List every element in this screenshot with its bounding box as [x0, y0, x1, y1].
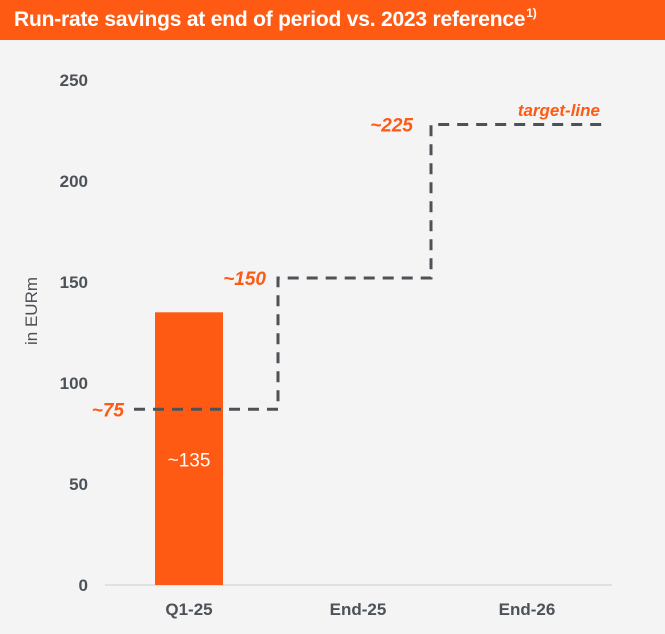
y-tick-label: 50 [69, 475, 88, 494]
y-tick-label: 200 [60, 172, 88, 191]
bar-value-label: ~135 [168, 451, 211, 472]
x-tick-label: End-26 [499, 600, 556, 619]
chart-header: Run-rate savings at end of period vs. 20… [0, 0, 665, 40]
target-step-label: ~150 [223, 269, 266, 290]
y-axis-label: in EURm [22, 277, 41, 345]
target-step-label: ~225 [370, 115, 413, 136]
y-tick-label: 0 [79, 576, 88, 595]
target-step-label: ~75 [92, 400, 125, 421]
bars: ~135 [155, 312, 223, 585]
bar [155, 312, 223, 585]
x-axis-ticks: Q1-25 End-25 End-26 [165, 600, 555, 619]
y-tick-label: 150 [60, 273, 88, 292]
y-tick-label: 250 [60, 71, 88, 90]
title-footnote-marker: 1) [526, 6, 537, 20]
x-tick-label: End-25 [330, 600, 387, 619]
chart-title: Run-rate savings at end of period vs. 20… [14, 6, 537, 32]
x-tick-label: Q1-25 [165, 600, 212, 619]
savings-chart: 0 50 100 150 200 250 in EURm ~135 ~75 ~150 ~225… [22, 71, 612, 619]
target-line-label: target-line [518, 101, 600, 120]
y-axis-ticks: 0 50 100 150 200 250 [60, 71, 88, 595]
target-line-path [134, 122, 602, 411]
y-tick-label: 100 [60, 374, 88, 393]
chart-title-text: Run-rate savings at end of period vs. 20… [14, 8, 526, 31]
target-step-labels: ~75 ~150 ~225 [92, 115, 414, 421]
